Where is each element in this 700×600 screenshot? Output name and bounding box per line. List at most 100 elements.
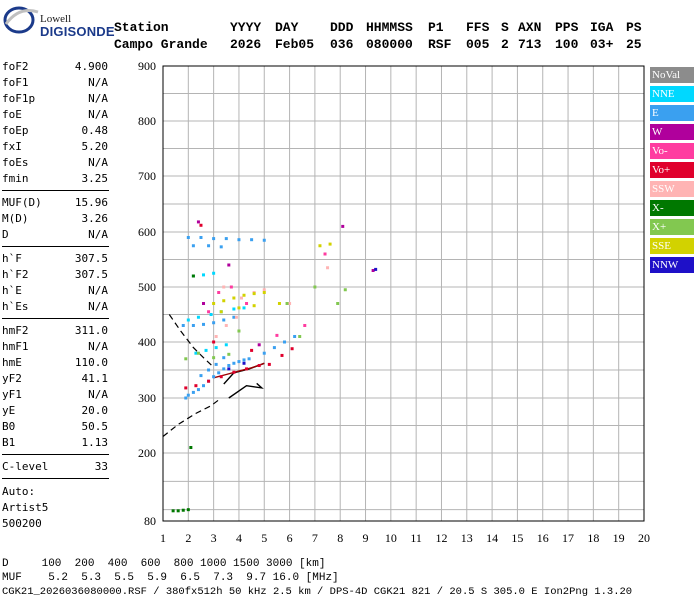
- data-point-x-minus: [171, 509, 175, 513]
- data-point-ssw: [224, 324, 228, 327]
- param-value: 110.0: [74, 356, 108, 369]
- param-label: foF2: [2, 60, 29, 73]
- param-row: yF2 41.1: [2, 372, 108, 387]
- x-tick-label: 6: [287, 531, 293, 545]
- data-point-vo-plus: [219, 375, 223, 379]
- data-point-nne: [212, 271, 216, 275]
- legend-item-vo-plus: Vo+: [650, 162, 694, 178]
- param-value: 307.5: [74, 268, 108, 281]
- header-value-iga: 03+: [590, 37, 614, 52]
- separator: [2, 190, 109, 191]
- param-label: foEs: [2, 156, 29, 169]
- legend-item-w: W: [650, 124, 694, 140]
- data-point-nne: [186, 318, 190, 322]
- legend-item-x-minus: X-: [650, 200, 694, 216]
- data-point-nne: [194, 351, 198, 355]
- data-point-x-plus: [184, 357, 188, 361]
- x-tick-label: 3: [211, 531, 217, 545]
- data-point-e: [232, 315, 236, 319]
- header-value-axn: 713: [518, 37, 542, 52]
- autoscale-code: 500200: [2, 517, 42, 530]
- x-tick-label: 8: [337, 531, 343, 545]
- footer-info: CGK21_2026036080000.RSF / 380fx512h 50 k…: [2, 586, 633, 598]
- header-value-hhmmss: 080000: [366, 37, 413, 52]
- y-tick-label: 200: [138, 446, 156, 460]
- param-row: yE 20.0: [2, 404, 108, 419]
- data-point-vo-plus: [245, 367, 249, 371]
- data-point-x-plus: [343, 288, 347, 292]
- param-label: h`F2: [2, 268, 29, 281]
- data-point-e: [222, 318, 226, 322]
- legend-item-nne: NNE: [650, 86, 694, 102]
- footer-d-row: D 100 200 400 600 800 1000 1500 3000 [km…: [2, 558, 326, 570]
- legend-item-x-plus: X+: [650, 219, 694, 235]
- header-label-yyyy: YYYY: [230, 20, 262, 35]
- param-value: N/A: [88, 340, 108, 353]
- autoscale-line: Auto:: [2, 485, 108, 500]
- logo-digisonde: DIGISONDE: [40, 24, 115, 39]
- data-point-e: [212, 321, 216, 325]
- data-point-vo-plus: [212, 340, 216, 344]
- trace-dashed-upper: [168, 314, 215, 368]
- legend-item-e: E: [650, 105, 694, 121]
- param-label: M(D): [2, 212, 29, 225]
- data-point-x-plus: [336, 302, 340, 305]
- data-point-nne: [242, 306, 246, 310]
- data-point-sse: [237, 306, 241, 310]
- param-value: 15.96: [74, 196, 108, 209]
- data-point-x-minus: [189, 446, 193, 449]
- header-value-ddd: 036: [330, 37, 354, 52]
- param-label: h`F: [2, 252, 22, 265]
- data-point-vo-minus: [217, 291, 221, 294]
- y-tick-label: 80: [144, 514, 156, 528]
- y-axis-ticks: 80 200 300 400 500 600 700 800 900: [138, 59, 156, 528]
- param-value: N/A: [88, 108, 108, 121]
- y-tick-label: 800: [138, 114, 156, 128]
- autoscale-line: Artist5: [2, 501, 108, 516]
- param-value: N/A: [88, 156, 108, 169]
- separator: [2, 454, 109, 455]
- data-point-e: [217, 371, 221, 375]
- param-value: 5.20: [81, 140, 109, 153]
- param-label: h`Es: [2, 300, 29, 313]
- data-point-vo-plus: [232, 370, 236, 374]
- param-value: N/A: [88, 284, 108, 297]
- plot-frame: [162, 65, 645, 522]
- trace-dashed-lower: [162, 397, 222, 437]
- legend-item-sse: SSE: [650, 238, 694, 254]
- data-point-e: [186, 236, 190, 239]
- y-tick-label: 400: [138, 335, 156, 349]
- chart-grid: [162, 65, 645, 521]
- chart-points: [171, 220, 378, 513]
- data-point-vo-plus: [250, 348, 254, 352]
- data-point-e: [186, 393, 190, 397]
- data-point-vo-minus: [303, 324, 307, 327]
- param-value: N/A: [88, 300, 108, 313]
- param-value: 3.26: [81, 212, 109, 225]
- param-label: foF1p: [2, 92, 36, 105]
- header-label-ffs: FFS: [466, 20, 490, 35]
- param-row: hmE 110.0: [2, 356, 108, 371]
- param-row: D N/A: [2, 228, 108, 243]
- data-point-w: [371, 269, 375, 272]
- data-point-x-plus: [196, 351, 200, 355]
- param-value: 4.900: [74, 60, 108, 73]
- param-row: fmin 3.25: [2, 172, 108, 187]
- direction-legend: NoVal NNE E W Vo- Vo+ SSW X- X+ SSE NNW: [650, 67, 694, 276]
- param-value: 0.48: [81, 124, 109, 137]
- data-point-e: [222, 356, 226, 360]
- data-point-e: [272, 346, 276, 350]
- param-row: foF1p N/A: [2, 92, 108, 107]
- header-label-s: S: [501, 20, 509, 35]
- data-point-e: [237, 238, 241, 242]
- x-tick-label: 17: [562, 531, 574, 545]
- data-point-w: [257, 343, 261, 347]
- legend-item-ssw: SSW: [650, 181, 694, 197]
- data-point-vo-minus: [207, 310, 211, 314]
- param-row: h`Es N/A: [2, 300, 108, 315]
- param-label: C-level: [2, 460, 49, 473]
- separator: [2, 246, 109, 247]
- data-point-ssw: [239, 296, 243, 300]
- param-label: hmF1: [2, 340, 29, 353]
